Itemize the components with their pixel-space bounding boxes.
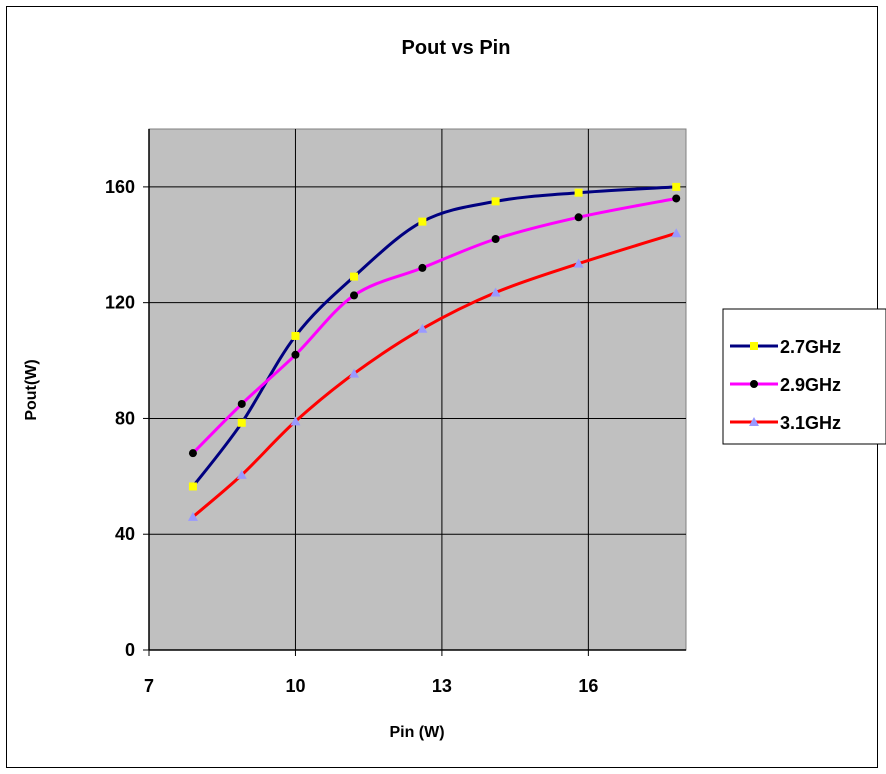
- point-2-7ghz-7: [672, 182, 681, 191]
- legend-marker-3-1ghz: [749, 417, 759, 426]
- point-2-7ghz-3: [350, 272, 359, 281]
- legend-label-2-7ghz: 2.7GHz: [780, 337, 841, 357]
- point-2-9ghz-7: [672, 194, 681, 203]
- legend-marker-2-7ghz: [750, 342, 758, 350]
- point-3-1ghz-6: [573, 258, 584, 268]
- legend-entry-2-7ghz: 2.7GHz: [730, 337, 841, 357]
- series: [187, 182, 682, 521]
- y-tick-label-40: 40: [115, 524, 135, 544]
- point-2-7ghz-0: [188, 482, 197, 491]
- point-2-7ghz-2: [291, 331, 300, 340]
- series-3-1ghz: [187, 228, 682, 521]
- gridlines: [149, 129, 686, 650]
- x-tick-label-10: 10: [285, 676, 305, 696]
- point-3-1ghz-2: [290, 416, 301, 426]
- legend-label-3-1ghz: 3.1GHz: [780, 413, 841, 433]
- point-2-9ghz-1: [237, 399, 246, 408]
- y-tick-label-0: 0: [125, 640, 135, 660]
- legend-entry-2-9ghz: 2.9GHz: [730, 375, 841, 395]
- series-line-2-7ghz: [191, 185, 677, 488]
- chart-title: Pout vs Pin: [402, 37, 511, 59]
- plot-area: [148, 128, 687, 651]
- axes: [143, 129, 686, 656]
- x-tick-label-7: 7: [144, 676, 154, 696]
- point-2-7ghz-5: [491, 197, 500, 206]
- point-2-9ghz-3: [350, 291, 359, 300]
- point-3-1ghz-4: [417, 323, 428, 333]
- point-2-9ghz-5: [491, 234, 500, 243]
- legend-entry-3-1ghz: 3.1GHz: [730, 413, 841, 433]
- point-2-9ghz-2: [291, 350, 300, 359]
- legend-marker-2-9ghz: [750, 380, 758, 388]
- y-tick-label-160: 160: [105, 177, 135, 197]
- y-tick-label-80: 80: [115, 408, 135, 428]
- legend: 2.7GHz 2.9GHz 3.1GHz: [722, 308, 886, 445]
- series-2-9ghz: [188, 194, 681, 458]
- point-3-1ghz-0: [187, 511, 198, 521]
- point-3-1ghz-7: [671, 228, 682, 238]
- point-2-9ghz-4: [418, 263, 427, 272]
- x-axis-label: Pin (W): [389, 724, 444, 741]
- point-2-7ghz-1: [237, 418, 246, 427]
- point-2-9ghz-6: [574, 213, 583, 222]
- y-tick-label-120: 120: [105, 293, 135, 313]
- x-tick-label-13: 13: [432, 676, 452, 696]
- y-axis-label: Pout(W): [23, 359, 40, 420]
- point-3-1ghz-5: [490, 287, 501, 297]
- point-2-7ghz-6: [574, 188, 583, 197]
- series-2-7ghz: [188, 182, 681, 491]
- point-2-7ghz-4: [418, 217, 427, 226]
- point-3-1ghz-3: [349, 368, 360, 378]
- legend-label-2-9ghz: 2.9GHz: [780, 375, 841, 395]
- point-2-9ghz-0: [188, 449, 197, 458]
- point-3-1ghz-1: [236, 469, 247, 479]
- x-tick-label-16: 16: [578, 676, 598, 696]
